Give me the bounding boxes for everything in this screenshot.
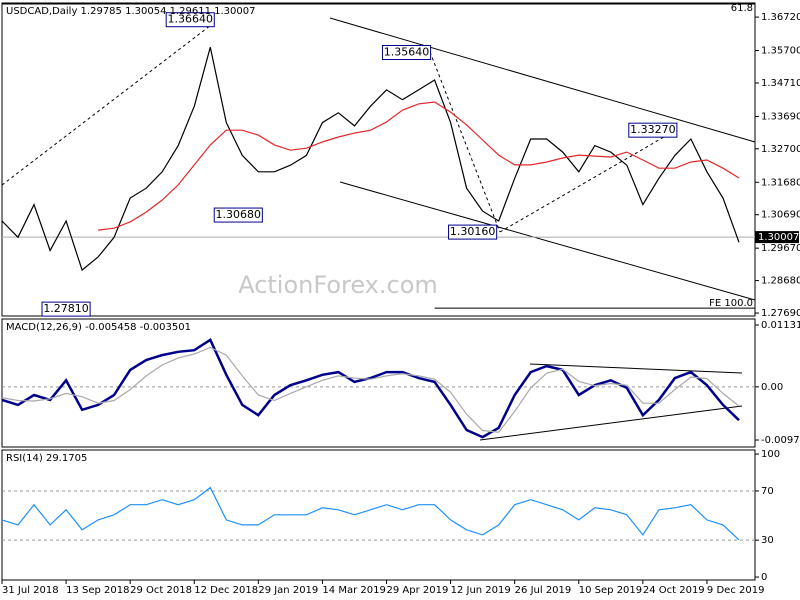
channel-bottom	[339, 181, 756, 301]
annotation-label: 1.27810	[43, 302, 89, 315]
annotation-label: 1.36640	[167, 13, 213, 26]
series-line	[1, 337, 740, 439]
y-tick-label: 1.31680	[761, 177, 800, 188]
x-tick-label: 12 Dec 2018	[194, 585, 258, 596]
y-tick-label: 1.33690	[761, 111, 800, 122]
y-tick-label: 1.35700	[761, 46, 800, 57]
y-tick-label: 0	[761, 572, 767, 583]
series-line	[1, 47, 740, 272]
series-line	[1, 346, 740, 433]
panel-title: RSI(14) 29.1705	[6, 453, 87, 464]
annotation-box	[213, 207, 263, 223]
level-label: FE 100.0	[709, 298, 753, 309]
y-tick-label: 0.011313	[761, 320, 800, 331]
x-tick-label: 14 Mar 2019	[322, 585, 385, 596]
watermark: ActionForex.com	[238, 271, 438, 299]
y-tick-label: 1.34710	[761, 78, 800, 89]
x-tick-label: 29 Oct 2018	[130, 585, 192, 596]
y-tick-label: 100	[761, 449, 780, 460]
annotation-label: 1.30160	[450, 225, 496, 238]
y-tick-label: 0.00	[761, 382, 783, 393]
level-label: 61.8	[731, 3, 753, 14]
y-tick-label: 70	[761, 486, 774, 497]
panel-frame	[1, 449, 756, 581]
y-tick-label: 1.30690	[761, 210, 800, 221]
series-line	[1, 486, 740, 541]
y-tick-label: 1.32700	[761, 144, 800, 155]
x-tick-label: 24 Oct 2019	[643, 585, 705, 596]
annotation-label: 1.35640	[384, 45, 430, 58]
y-tick-label: 30	[761, 535, 774, 546]
annotation-box	[165, 12, 215, 28]
x-tick-label: 26 Jul 2019	[515, 585, 572, 596]
macd-trend	[529, 363, 743, 374]
x-tick-label: 12 Jun 2019	[451, 585, 511, 596]
panel-frame	[1, 318, 756, 448]
x-tick-label: 9 Dec 2019	[707, 585, 765, 596]
x-tick-label: 10 Sep 2019	[579, 585, 642, 596]
channel-top	[329, 17, 756, 143]
x-tick-label: 31 Jul 2018	[2, 585, 59, 596]
x-tick-label: 13 Sep 2018	[66, 585, 129, 596]
trend-lines	[1, 17, 756, 441]
x-tick-label: 29 Apr 2019	[387, 585, 449, 596]
y-tick-label: 1.27690	[761, 308, 800, 319]
y-tick-label: 1.29670	[761, 243, 800, 254]
series-line	[98, 101, 740, 231]
annotation-label: 1.33270	[630, 123, 676, 136]
y-tick-label: 1.28680	[761, 276, 800, 287]
panel-title: MACD(12,26,9) -0.005458 -0.003501	[6, 322, 191, 333]
dashed-trend	[429, 51, 501, 233]
dashed-trend	[499, 129, 677, 233]
annotation-box	[41, 301, 91, 317]
macd-trend	[479, 405, 743, 441]
annotation-box	[448, 224, 498, 240]
y-tick-label: -0.009729	[761, 435, 800, 446]
annotation-box	[381, 44, 432, 60]
x-tick-label: 29 Jan 2019	[258, 585, 318, 596]
y-tick-label: 1.36720	[761, 12, 800, 23]
panel-frame	[1, 2, 756, 317]
annotation-label: 1.30680	[216, 208, 262, 221]
dashed-trend	[1, 21, 216, 186]
last-price-label: 1.30007	[758, 232, 799, 243]
annotation-box	[628, 122, 678, 138]
last-price-box	[755, 231, 799, 244]
panel-title: USDCAD,Daily 1.29785 1.30054 1.29611 1.3…	[6, 6, 256, 17]
